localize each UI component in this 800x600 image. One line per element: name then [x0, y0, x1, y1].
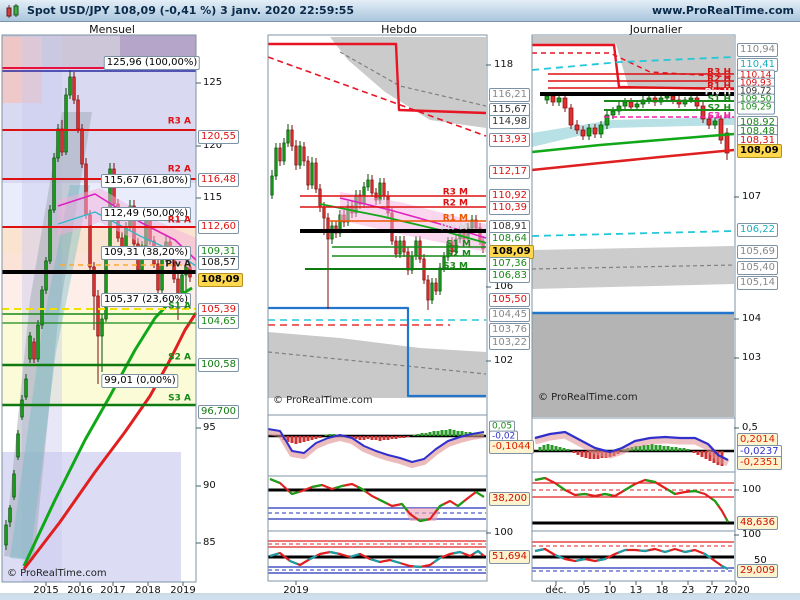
weekly-top-cloud — [330, 37, 486, 128]
daily-teal-band — [532, 117, 734, 147]
daily-red-ma — [531, 148, 735, 172]
daily-cyan-dashed-top — [531, 56, 735, 71]
bottom-strip — [0, 595, 800, 600]
weekly-stoch-line-green — [269, 477, 485, 523]
weekly-blue-line — [268, 306, 486, 398]
daily-top-cloud — [532, 36, 734, 90]
monthly-pink-topleft — [2, 37, 42, 103]
weekly-border — [267, 34, 488, 582]
daily-rsi-line — [534, 547, 729, 570]
daily-border — [531, 34, 736, 582]
weekly-rsi-line — [269, 549, 485, 569]
weekly-cloud-dashed — [339, 51, 487, 107]
panel-header-weekly: Hebdo — [381, 23, 417, 36]
weekly-bottom-dashed — [267, 351, 487, 375]
daily-grey-mid-dashed — [531, 264, 735, 270]
monthly-teal-cloud — [10, 185, 90, 560]
daily-cyan-dashed-mid — [531, 230, 735, 237]
daily-price-axis[interactable] — [735, 35, 797, 581]
weekly-red-supertrend — [268, 42, 487, 115]
instrument-title: Spot USD/JPY 108,09 (-0,41 %) 3 janv. 20… — [27, 4, 355, 17]
weekly-bottom-cloud — [268, 332, 486, 398]
monthly-price-axis[interactable] — [196, 35, 232, 582]
site-link[interactable]: www.ProRealTime.com — [651, 4, 794, 17]
daily-grey-block — [532, 314, 734, 417]
monthly-red-ma — [22, 312, 198, 570]
daily-green-ma — [531, 132, 735, 154]
panel-header-monthly: Mensuel — [89, 23, 135, 36]
panel-header-daily: Journalier — [629, 23, 683, 36]
monthly-chart-area[interactable] — [2, 35, 196, 582]
weekly-chart-area[interactable] — [268, 35, 487, 581]
candlestick-icon — [5, 3, 21, 19]
daily-macd-line — [534, 430, 729, 461]
title-bar[interactable]: Spot USD/JPY 108,09 (-0,41 %) 3 janv. 20… — [0, 0, 800, 22]
weekly-macd-line — [267, 428, 485, 463]
weekly-price-axis[interactable] — [487, 35, 531, 581]
axis-ticks — [45, 64, 739, 586]
daily-stoch-line — [534, 476, 729, 523]
time-axis[interactable] — [2, 582, 796, 594]
monthly-border — [1, 34, 197, 583]
weekly-red-dashed — [267, 56, 487, 137]
weekly-macd-signal — [267, 429, 485, 468]
daily-chart-area[interactable] — [532, 35, 735, 581]
weekly-green-ma — [319, 203, 487, 244]
daily-macd-signal — [534, 431, 730, 467]
